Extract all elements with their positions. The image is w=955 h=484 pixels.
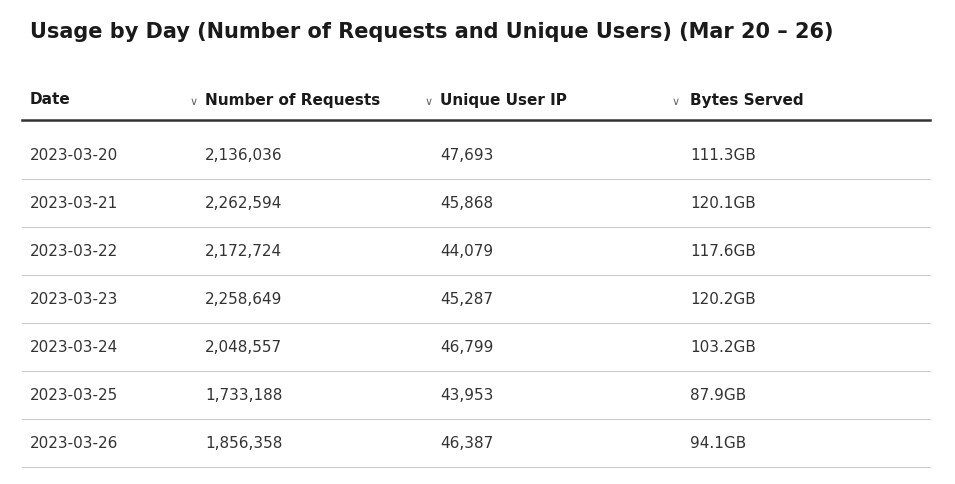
Text: Number of Requests: Number of Requests [205, 92, 380, 107]
Text: 120.2GB: 120.2GB [690, 291, 755, 306]
Text: 2023-03-24: 2023-03-24 [30, 339, 118, 354]
Text: 111.3GB: 111.3GB [690, 148, 755, 163]
Text: 2023-03-25: 2023-03-25 [30, 388, 118, 403]
Text: 103.2GB: 103.2GB [690, 339, 755, 354]
Text: 47,693: 47,693 [440, 148, 494, 163]
Text: Usage by Day (Number of Requests and Unique Users) (Mar 20 – 26): Usage by Day (Number of Requests and Uni… [30, 22, 834, 42]
Text: 2,136,036: 2,136,036 [205, 148, 283, 163]
Text: Bytes Served: Bytes Served [690, 92, 803, 107]
Text: 117.6GB: 117.6GB [690, 243, 755, 258]
Text: 2,172,724: 2,172,724 [205, 243, 282, 258]
Text: 2023-03-26: 2023-03-26 [30, 436, 118, 451]
Text: 2,258,649: 2,258,649 [205, 291, 283, 306]
Text: 2023-03-22: 2023-03-22 [30, 243, 118, 258]
Text: 45,287: 45,287 [440, 291, 493, 306]
Text: 2,048,557: 2,048,557 [205, 339, 282, 354]
Text: ∨: ∨ [672, 97, 680, 107]
Text: 46,387: 46,387 [440, 436, 493, 451]
Text: Unique User IP: Unique User IP [440, 92, 567, 107]
Text: 2,262,594: 2,262,594 [205, 196, 283, 211]
Text: 87.9GB: 87.9GB [690, 388, 746, 403]
Text: 43,953: 43,953 [440, 388, 494, 403]
Text: 45,868: 45,868 [440, 196, 493, 211]
Text: 94.1GB: 94.1GB [690, 436, 746, 451]
Text: ∨: ∨ [190, 97, 198, 107]
Text: 120.1GB: 120.1GB [690, 196, 755, 211]
Text: 1,856,358: 1,856,358 [205, 436, 283, 451]
Text: 1,733,188: 1,733,188 [205, 388, 283, 403]
Text: 2023-03-20: 2023-03-20 [30, 148, 118, 163]
Text: 2023-03-23: 2023-03-23 [30, 291, 118, 306]
Text: ∨: ∨ [425, 97, 434, 107]
Text: Date: Date [30, 92, 71, 107]
Text: 44,079: 44,079 [440, 243, 493, 258]
Text: 46,799: 46,799 [440, 339, 494, 354]
Text: 2023-03-21: 2023-03-21 [30, 196, 118, 211]
